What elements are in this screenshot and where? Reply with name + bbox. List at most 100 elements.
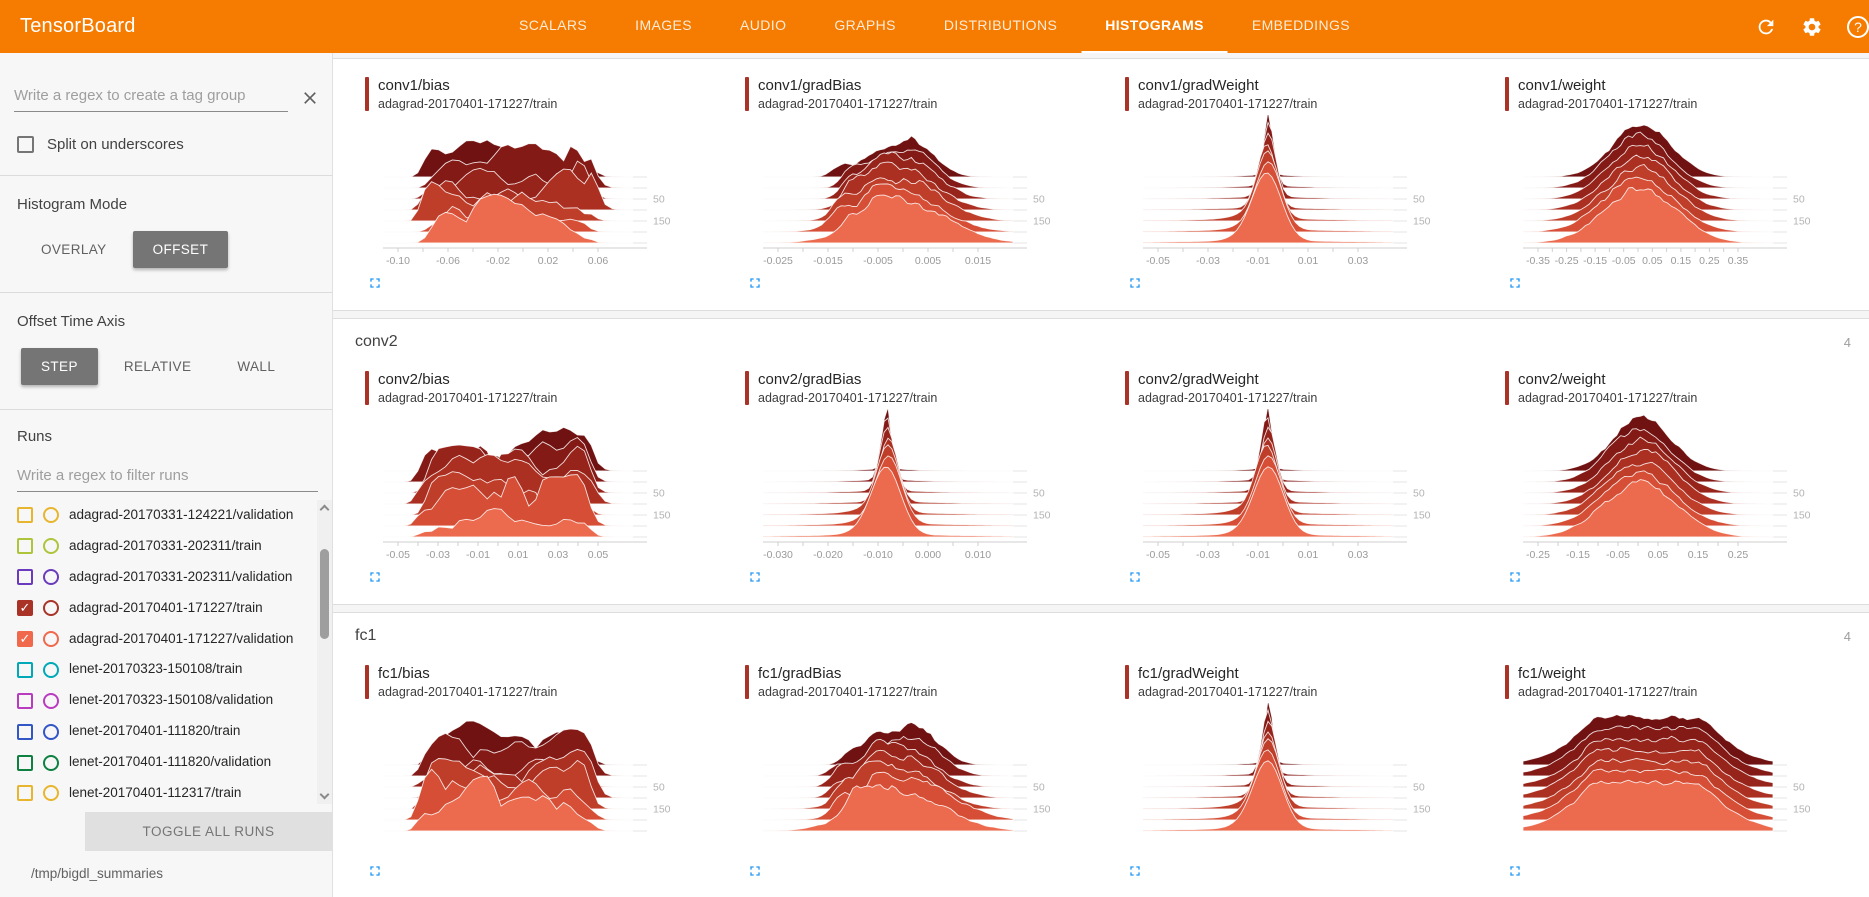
run-radio[interactable] [43,723,59,740]
expand-icon[interactable] [747,569,763,585]
run-row[interactable]: adagrad-20170331-202311/validation [17,562,312,593]
run-row[interactable]: adagrad-20170331-202311/train [17,531,312,562]
split-on-underscores-row[interactable]: Split on underscores [0,128,332,175]
card-title: conv2/gradWeight [1138,371,1259,388]
run-radio[interactable] [43,507,59,524]
scroll-up-icon[interactable] [319,504,330,515]
run-row[interactable]: adagrad-20170331-124221/validation [17,500,312,531]
run-checkbox[interactable] [17,723,33,740]
expand-icon[interactable] [367,569,383,585]
option-overlay-button[interactable]: OVERLAY [21,231,127,268]
run-row[interactable]: lenet-20170401-112317/train [17,778,312,804]
run-checkbox[interactable] [17,569,33,586]
run-radio[interactable] [43,661,59,678]
histogram-chart[interactable]: 50 150 -0.35 -0.25 -0.15 -0.05 0.05 0.15 0.25 0.3… [1505,115,1835,273]
expand-icon[interactable] [367,275,383,291]
histogram-chart[interactable]: 50 150 [1505,703,1835,861]
option-wall-button[interactable]: WALL [217,348,295,385]
svg-text:-0.15: -0.15 [1583,255,1607,267]
histogram-chart[interactable]: 50 150 -0.05 -0.03 -0.01 0.01 0.03 0.05 [365,409,695,567]
svg-text:-0.005: -0.005 [863,255,893,267]
run-filter-input[interactable] [17,461,318,492]
histogram-chart[interactable]: 50 150 -0.030 -0.020 -0.010 0.000 0.010 [745,409,1075,567]
histogram-chart[interactable]: 50 150 [745,703,1075,861]
category-title[interactable]: conv2 [355,333,398,350]
run-row[interactable]: lenet-20170401-111820/train [17,716,312,747]
divider [0,292,332,293]
card-title: fc1/gradBias [758,665,842,682]
run-checkbox[interactable] [17,507,33,524]
expand-icon[interactable] [747,863,763,879]
tab-histograms[interactable]: HISTOGRAMS [1081,0,1228,53]
expand-icon[interactable] [1507,275,1523,291]
tab-embeddings[interactable]: EMBEDDINGS [1251,17,1350,33]
svg-text:-0.030: -0.030 [763,549,793,561]
run-row[interactable]: lenet-20170323-150108/validation [17,685,312,716]
run-label: lenet-20170401-112317/train [69,785,242,801]
split-checkbox[interactable] [17,136,34,153]
card-run-name: adagrad-20170401-171227/train [1138,391,1318,405]
histogram-chart[interactable]: 50 150 [1125,703,1455,861]
run-color-bar [1125,371,1129,405]
card-run-name: adagrad-20170401-171227/train [758,391,938,405]
scroll-down-icon[interactable] [319,789,330,800]
histogram-chart[interactable]: 50 150 -0.10 -0.06 -0.02 0.02 0.06 [365,115,695,273]
run-radio[interactable] [43,569,59,586]
run-color-bar [1505,77,1509,111]
tab-graphs[interactable]: GRAPHS [834,17,896,33]
run-color-bar [745,371,749,405]
run-radio[interactable] [43,785,59,802]
expand-icon[interactable] [1127,275,1143,291]
expand-icon[interactable] [367,863,383,879]
run-checkbox[interactable] [17,754,33,771]
run-checkbox[interactable] [17,692,33,709]
tab-images[interactable]: IMAGES [635,17,693,33]
histogram-chart[interactable]: 50 150 -0.05 -0.03 -0.01 0.01 0.03 [1125,409,1455,567]
close-icon[interactable] [300,88,320,108]
run-row[interactable]: ✓ adagrad-20170401-171227/validation [17,624,312,655]
card-run-name: adagrad-20170401-171227/train [758,685,938,699]
svg-text:-0.025: -0.025 [763,255,793,267]
tab-audio[interactable]: AUDIO [740,17,787,33]
settings-gear-icon[interactable] [1801,16,1823,38]
histogram-card: conv1/gradWeight adagrad-20170401-171227… [1103,63,1483,308]
expand-icon[interactable] [1127,863,1143,879]
option-step-button[interactable]: STEP [21,348,98,385]
run-row[interactable]: lenet-20170323-150108/train [17,654,312,685]
run-radio[interactable] [43,692,59,709]
run-checkbox[interactable] [17,538,33,555]
tag-filter-input[interactable] [14,81,288,112]
run-checkbox[interactable]: ✓ [17,600,33,617]
histogram-chart[interactable]: 50 150 [365,703,695,861]
tab-distributions[interactable]: DISTRIBUTIONS [943,17,1058,33]
option-relative-button[interactable]: RELATIVE [104,348,211,385]
card-title: conv1/gradBias [758,77,862,94]
runs-list: adagrad-20170331-124221/validation adagra… [17,500,332,804]
expand-icon[interactable] [1507,863,1523,879]
expand-icon[interactable] [1127,569,1143,585]
scrollbar-thumb[interactable] [320,549,329,639]
histogram-chart[interactable]: 50 150 -0.025 -0.015 -0.005 0.005 0.015 [745,115,1075,273]
run-radio[interactable] [43,600,59,617]
runs-scrollbar[interactable] [317,500,332,804]
category-title[interactable]: fc1 [355,627,377,644]
help-icon[interactable]: ? [1847,15,1869,38]
svg-text:-0.15: -0.15 [1566,549,1590,561]
run-row[interactable]: lenet-20170401-111820/validation [17,747,312,778]
histogram-chart[interactable]: 50 150 -0.25 -0.15 -0.05 0.05 0.15 0.25 [1505,409,1835,567]
histogram-chart[interactable]: 50 150 -0.05 -0.03 -0.01 0.01 0.03 [1125,115,1455,273]
run-checkbox[interactable] [17,661,33,678]
expand-icon[interactable] [1507,569,1523,585]
run-row[interactable]: ✓ adagrad-20170401-171227/train [17,593,312,624]
run-radio[interactable] [43,754,59,771]
toggle-all-runs-button[interactable]: TOGGLE ALL RUNS [85,812,332,851]
option-offset-button[interactable]: OFFSET [132,231,229,268]
tab-scalars[interactable]: SCALARS [519,17,588,33]
run-checkbox[interactable]: ✓ [17,631,33,647]
run-checkbox[interactable] [17,785,33,802]
refresh-icon[interactable] [1755,16,1777,38]
expand-icon[interactable] [747,275,763,291]
run-radio[interactable] [43,538,59,555]
run-radio[interactable] [43,631,59,647]
histogram-card: fc1/gradWeight adagrad-20170401-171227/t… [1103,651,1483,896]
